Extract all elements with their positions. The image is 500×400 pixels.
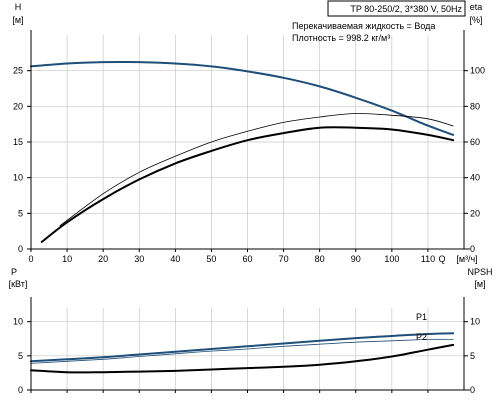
series-layer bbox=[30, 60, 455, 374]
x-tick-label: 90 bbox=[351, 254, 361, 264]
y-tick-label: 10 bbox=[13, 173, 23, 183]
y-tick-label: 5 bbox=[18, 208, 23, 218]
y2-tick-label: 60 bbox=[470, 137, 480, 147]
y2-tick-label: 10 bbox=[470, 317, 480, 327]
x-tick-label: 60 bbox=[242, 254, 252, 264]
series-line-top-2 bbox=[40, 126, 455, 243]
bottom-left-axis-unit: [кВт] bbox=[9, 279, 28, 289]
x-axis-unit: [м³/ч] bbox=[456, 254, 477, 264]
y-tick-label: 5 bbox=[18, 351, 23, 361]
y-tick-label: 0 bbox=[18, 244, 23, 254]
model-badge bbox=[327, 0, 466, 17]
bottom-right-axis-unit: [м] bbox=[474, 279, 485, 289]
grid-layer bbox=[30, 35, 464, 391]
y-tick-label: 0 bbox=[18, 385, 23, 395]
series-label-p1: P1 bbox=[416, 312, 427, 322]
top-left-axis-unit: [м] bbox=[12, 15, 23, 25]
x-tick-label: 80 bbox=[315, 254, 325, 264]
series-line-top-1 bbox=[30, 60, 455, 136]
x-tick-label: 100 bbox=[384, 254, 399, 264]
x-tick-label: 0 bbox=[28, 254, 33, 264]
y-tick-label: 15 bbox=[13, 137, 23, 147]
series-line-bottom-3 bbox=[30, 343, 455, 374]
y2-tick-label: 20 bbox=[470, 208, 480, 218]
density-label: Плотность = 998.2 кг/м³ bbox=[292, 33, 390, 43]
x-tick-label: 40 bbox=[170, 254, 180, 264]
x-tick-label: 70 bbox=[279, 254, 289, 264]
x-axis-label: Q bbox=[438, 254, 445, 264]
series-line-top-3 bbox=[59, 113, 454, 227]
y2-tick-label: 0 bbox=[470, 385, 475, 395]
x-tick-label: 50 bbox=[206, 254, 216, 264]
x-tick-label: 30 bbox=[134, 254, 144, 264]
top-right-axis-unit: [%] bbox=[469, 15, 482, 25]
x-tick-label: 10 bbox=[62, 254, 72, 264]
y2-tick-label: 40 bbox=[470, 173, 480, 183]
top-right-axis-label: eta bbox=[470, 2, 483, 12]
model-label: TP 80-250/2, 3*380 V, 50Hz bbox=[350, 4, 462, 14]
y-tick-label: 20 bbox=[13, 101, 23, 111]
bottom-axis-labels: P [кВт] NPSH [м] P1 P2 bbox=[9, 267, 493, 342]
bottom-left-axis-label: P bbox=[11, 267, 17, 277]
top-left-axis-label: H bbox=[15, 2, 22, 12]
liquid-label: Перекачиваемая жидкость = Вода bbox=[292, 21, 435, 31]
bottom-right-axis-label: NPSH bbox=[467, 267, 492, 277]
y-tick-label: 10 bbox=[13, 317, 23, 327]
x-tick-label: 20 bbox=[98, 254, 108, 264]
top-axis-labels: H [м] eta [%] Q [м³/ч] bbox=[12, 2, 482, 264]
y2-tick-label: 100 bbox=[470, 66, 485, 76]
series-line-bottom-1 bbox=[30, 332, 455, 363]
x-tick-label: 110 bbox=[421, 254, 435, 264]
y2-tick-label: 5 bbox=[470, 351, 475, 361]
y2-tick-label: 80 bbox=[470, 101, 480, 111]
series-label-p2: P2 bbox=[416, 332, 427, 342]
y-tick-label: 25 bbox=[13, 66, 23, 76]
series-line-bottom-2 bbox=[30, 338, 454, 364]
y2-tick-label: 0 bbox=[470, 244, 475, 254]
chart-header: TP 80-250/2, 3*380 V, 50Hz Перекачиваема… bbox=[292, 0, 466, 43]
